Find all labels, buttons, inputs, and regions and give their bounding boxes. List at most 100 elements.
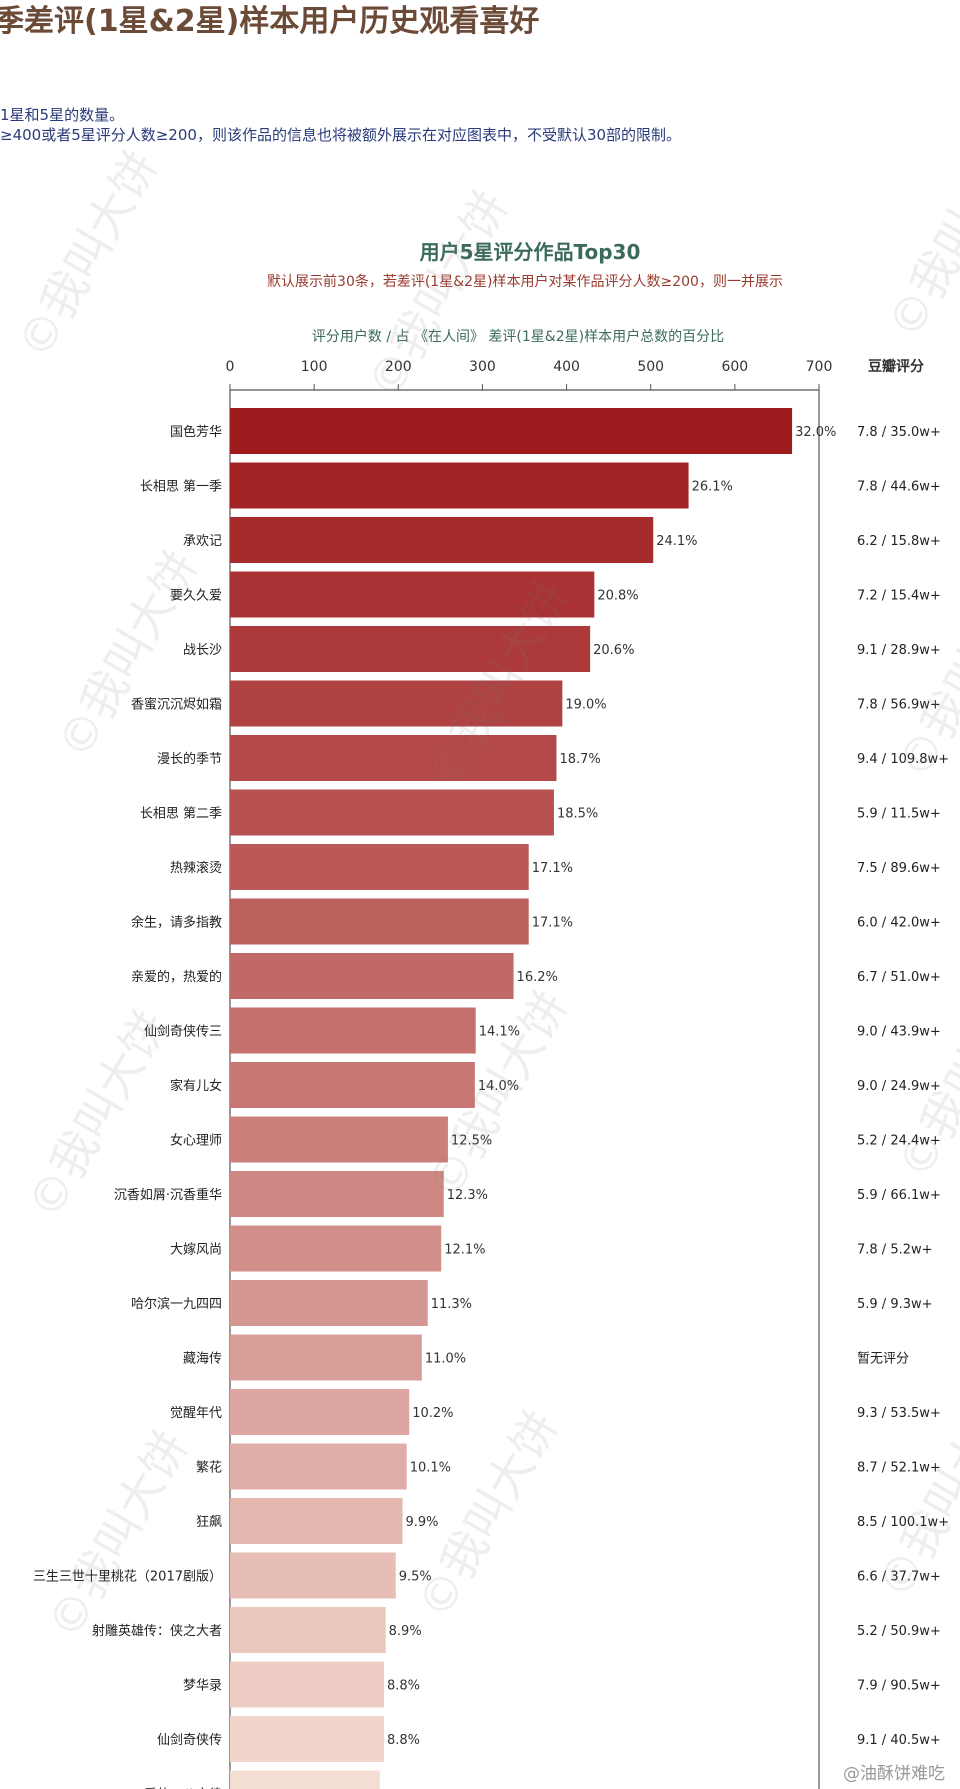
footer-brand: @油酥饼难吃 (843, 1764, 945, 1784)
rating-column-header: 豆瓣评分 (868, 358, 924, 375)
x-tick-label: 700 (806, 359, 833, 375)
bar-value-label: 26.1% (692, 480, 733, 495)
category-label: 漫长的季节 (157, 751, 222, 767)
bar-value-label: 11.0% (425, 1352, 466, 1367)
bar (230, 571, 595, 618)
bar (230, 1661, 384, 1708)
bar (230, 1007, 476, 1054)
bar-value-label: 10.2% (412, 1406, 453, 1421)
category-label: 爱的二八定律 (144, 1787, 222, 1789)
bar (230, 408, 793, 454)
bar (230, 789, 554, 836)
rating-label: 5.2 / 24.4w+ (857, 1134, 941, 1149)
category-label: 藏海传 (183, 1352, 222, 1367)
bar (230, 1116, 448, 1163)
bar (230, 1607, 386, 1653)
bar (230, 1443, 407, 1490)
category-label: 要久久爱 (170, 589, 222, 604)
rating-label: 7.8 / 5.2w+ (857, 1243, 933, 1258)
category-label: 哈尔滨一九四四 (131, 1296, 222, 1312)
bar (230, 1334, 422, 1381)
bar (230, 680, 563, 727)
bar (230, 1280, 428, 1326)
rating-label: 6.2 / 15.8w+ (857, 534, 941, 549)
category-label: 承欢记 (183, 534, 222, 549)
category-label: 长相思 第一季 (140, 480, 222, 495)
rating-label: 5.9 / 66.1w+ (857, 1188, 941, 1203)
rating-label: 5.9 / 9.3w+ (857, 1297, 933, 1312)
category-label: 战长沙 (183, 643, 222, 658)
bar (230, 898, 529, 945)
bar-value-label: 8.8% (387, 1733, 420, 1748)
bar-value-label: 20.6% (593, 643, 634, 658)
rating-label: 5.9 / 11.5w+ (857, 807, 941, 822)
bar (230, 1171, 444, 1217)
x-tick-label: 400 (553, 359, 580, 375)
category-label: 沉香如屑·沉香重华 (114, 1187, 222, 1203)
bar (230, 462, 689, 509)
bar-value-label: 8.8% (387, 1679, 420, 1694)
rating-label: 9.3 / 53.5w+ (857, 1406, 941, 1421)
header-note-2: ≥400或者5星评分人数≥200，则该作品的信息也将被额外展示在对应图表中，不受… (0, 126, 682, 144)
rating-label: 暂无评分 (857, 1352, 909, 1367)
bar-value-label: 14.0% (478, 1079, 519, 1094)
bar-value-label: 9.9% (405, 1515, 438, 1530)
category-label: 热辣滚烫 (170, 860, 222, 876)
rating-label: 7.8 / 44.6w+ (857, 480, 941, 495)
rating-label: 9.0 / 43.9w+ (857, 1025, 941, 1040)
category-label: 女心理师 (170, 1133, 222, 1149)
category-label: 长相思 第二季 (140, 807, 222, 822)
rating-label: 7.8 / 56.9w+ (857, 698, 941, 713)
bar-value-label: 20.8% (597, 589, 638, 604)
bar (230, 1389, 410, 1435)
rating-label: 9.1 / 40.5w+ (857, 1733, 941, 1748)
bar (230, 517, 654, 563)
bar (230, 953, 514, 999)
rating-label: 6.7 / 51.0w+ (857, 970, 941, 985)
rating-label: 9.1 / 28.9w+ (857, 643, 941, 658)
rating-label: 5.2 / 50.9w+ (857, 1624, 941, 1639)
rating-label: 8.5 / 100.1w+ (857, 1515, 949, 1530)
bar (230, 1062, 475, 1108)
chart-subtitle: 默认展示前30条，若差评(1星&2星)样本用户对某作品评分人数≥200，则一并展… (267, 273, 783, 290)
rating-label: 6.0 / 42.0w+ (857, 916, 941, 931)
x-tick-label: 600 (721, 359, 748, 375)
bar-value-label: 11.3% (431, 1297, 472, 1312)
category-label: 香蜜沉沉烬如霜 (131, 697, 222, 713)
bar-value-label: 18.5% (557, 807, 598, 822)
bar (230, 844, 529, 890)
bar (230, 735, 557, 781)
bar-value-label: 32.0% (795, 425, 836, 440)
rating-label: 7.5 / 89.6w+ (857, 861, 941, 876)
category-label: 仙剑奇侠传 (157, 1732, 222, 1748)
chart-title: 用户5星评分作品Top30 (420, 240, 641, 264)
x-tick-label: 200 (385, 359, 412, 375)
category-label: 觉醒年代 (170, 1406, 222, 1421)
rating-label: 7.9 / 90.5w+ (857, 1679, 941, 1694)
bar-value-label: 16.2% (517, 970, 558, 985)
bar-value-label: 8.9% (389, 1624, 422, 1639)
category-label: 三生三世十里桃花（2017剧版） (33, 1569, 222, 1585)
category-label: 亲爱的，热爱的 (131, 969, 222, 985)
rating-label: 9.0 / 24.9w+ (857, 1079, 941, 1094)
category-label: 繁花 (196, 1460, 222, 1476)
bar (230, 1770, 380, 1789)
page-title: 季差评(1星&2星)样本用户历史观看喜好 (0, 4, 540, 39)
bar-value-label: 24.1% (656, 534, 697, 549)
category-label: 家有儿女 (170, 1078, 222, 1094)
bar-value-label: 17.1% (532, 916, 573, 931)
bar-value-label: 12.1% (444, 1243, 485, 1258)
category-label: 国色芳华 (170, 424, 222, 440)
bar (230, 1552, 396, 1599)
rating-label: 7.2 / 15.4w+ (857, 589, 941, 604)
header-note-1: 1星和5星的数量。 (0, 106, 125, 124)
page-header: 季差评(1星&2星)样本用户历史观看喜好 1星和5星的数量。 ≥400或者5星评… (0, 0, 960, 200)
bar-value-label: 9.5% (399, 1570, 432, 1585)
rating-label: 6.6 / 37.7w+ (857, 1570, 941, 1585)
x-axis-label: 评分用户数 / 占 《在人间》 差评(1星&2星)样本用户总数的百分比 (312, 328, 724, 345)
bar-value-label: 19.0% (565, 698, 606, 713)
bar-value-label: 18.7% (559, 752, 600, 767)
rating-label: 9.4 / 109.8w+ (857, 752, 949, 767)
bar (230, 626, 591, 672)
